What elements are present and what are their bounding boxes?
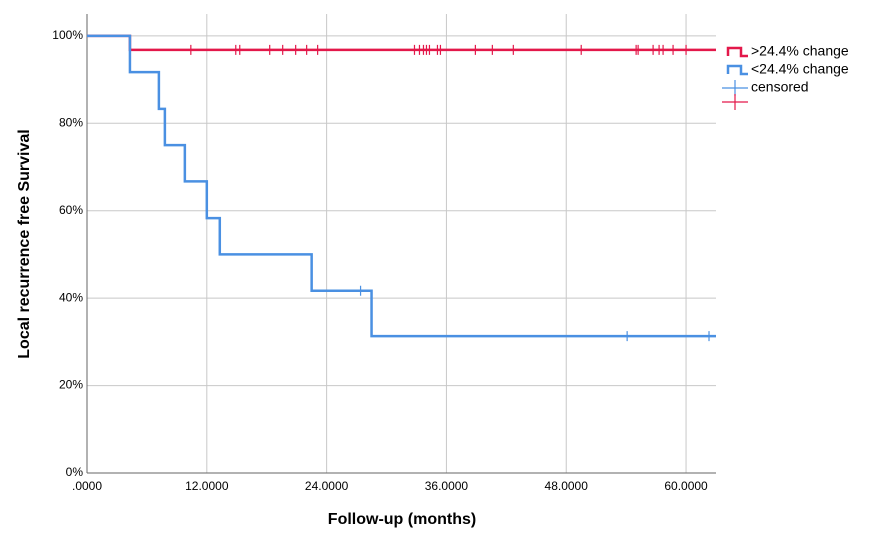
legend-censor-swatch <box>722 94 748 110</box>
legend-swatch <box>726 46 748 58</box>
x-tick-label: 24.0000 <box>305 479 349 493</box>
x-tick-label: 60.0000 <box>664 479 708 493</box>
censor-mark <box>291 44 300 55</box>
x-tick-label: 36.0000 <box>425 479 469 493</box>
y-tick-label: 0% <box>66 465 84 479</box>
survival-line <box>87 34 716 338</box>
censor-mark <box>436 44 445 55</box>
y-tick-label: 80% <box>59 115 83 129</box>
censor-mark <box>669 44 678 55</box>
censor-mark <box>577 44 586 55</box>
y-axis-title: Local recurrence free Survival <box>16 129 33 358</box>
x-tick-label: 48.0000 <box>545 479 589 493</box>
censor-mark <box>705 331 714 342</box>
legend-label: <24.4% change <box>751 61 849 77</box>
censor-mark <box>509 44 518 55</box>
censor-mark <box>356 285 365 296</box>
x-tick-label: .0000 <box>72 479 102 493</box>
plot-area <box>87 14 716 473</box>
x-axis-title: Follow-up (months) <box>328 511 476 528</box>
legend-swatch <box>726 64 748 76</box>
legend-censor-swatch <box>722 80 748 96</box>
legend-label: censored <box>751 79 809 95</box>
censor-mark <box>682 44 691 55</box>
y-tick-label: 40% <box>59 290 83 304</box>
censor-mark <box>471 44 480 55</box>
censor-mark <box>302 44 311 55</box>
censor-mark <box>488 44 497 55</box>
legend-label: >24.4% change <box>751 43 849 59</box>
censor-mark <box>623 331 632 342</box>
censor-mark <box>278 44 287 55</box>
censor-mark <box>186 44 195 55</box>
censor-mark <box>265 44 274 55</box>
censor-mark <box>659 44 668 55</box>
y-tick-label: 60% <box>59 203 83 217</box>
x-tick-label: 12.0000 <box>185 479 229 493</box>
censor-mark <box>425 44 434 55</box>
censor-mark <box>313 44 322 55</box>
y-tick-label: 20% <box>59 378 83 392</box>
censor-mark <box>235 44 244 55</box>
legend: >24.4% change <24.4% change censored <box>722 43 849 110</box>
y-tick-label: 100% <box>52 28 83 42</box>
censor-mark <box>634 44 643 55</box>
